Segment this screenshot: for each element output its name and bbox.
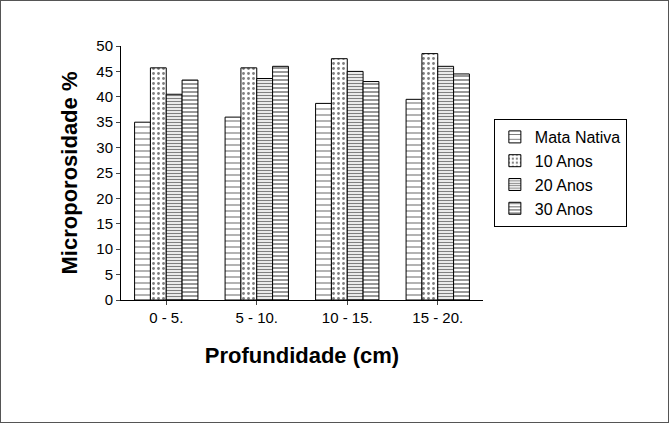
svg-text:5 - 10.: 5 - 10. bbox=[235, 309, 278, 326]
svg-text:10 - 15.: 10 - 15. bbox=[322, 309, 373, 326]
svg-text:40: 40 bbox=[96, 88, 113, 105]
svg-text:Profundidade (cm): Profundidade (cm) bbox=[205, 343, 399, 368]
svg-text:10: 10 bbox=[96, 240, 113, 257]
svg-text:Mata Nativa: Mata Nativa bbox=[535, 129, 620, 146]
svg-text:5: 5 bbox=[105, 266, 113, 283]
svg-text:15 - 20.: 15 - 20. bbox=[412, 309, 463, 326]
svg-text:20 Anos: 20 Anos bbox=[535, 177, 593, 194]
svg-text:50: 50 bbox=[96, 37, 113, 54]
svg-text:30 Anos: 30 Anos bbox=[535, 201, 593, 218]
svg-text:30: 30 bbox=[96, 139, 113, 156]
svg-text:0: 0 bbox=[105, 291, 113, 308]
svg-text:20: 20 bbox=[96, 190, 113, 207]
svg-text:10 Anos: 10 Anos bbox=[535, 153, 593, 170]
svg-text:35: 35 bbox=[96, 113, 113, 130]
svg-text:Microporosidade %: Microporosidade % bbox=[57, 72, 82, 275]
svg-text:45: 45 bbox=[96, 63, 113, 80]
svg-text:15: 15 bbox=[96, 215, 113, 232]
svg-text:25: 25 bbox=[96, 164, 113, 181]
svg-text:0 - 5.: 0 - 5. bbox=[149, 309, 183, 326]
